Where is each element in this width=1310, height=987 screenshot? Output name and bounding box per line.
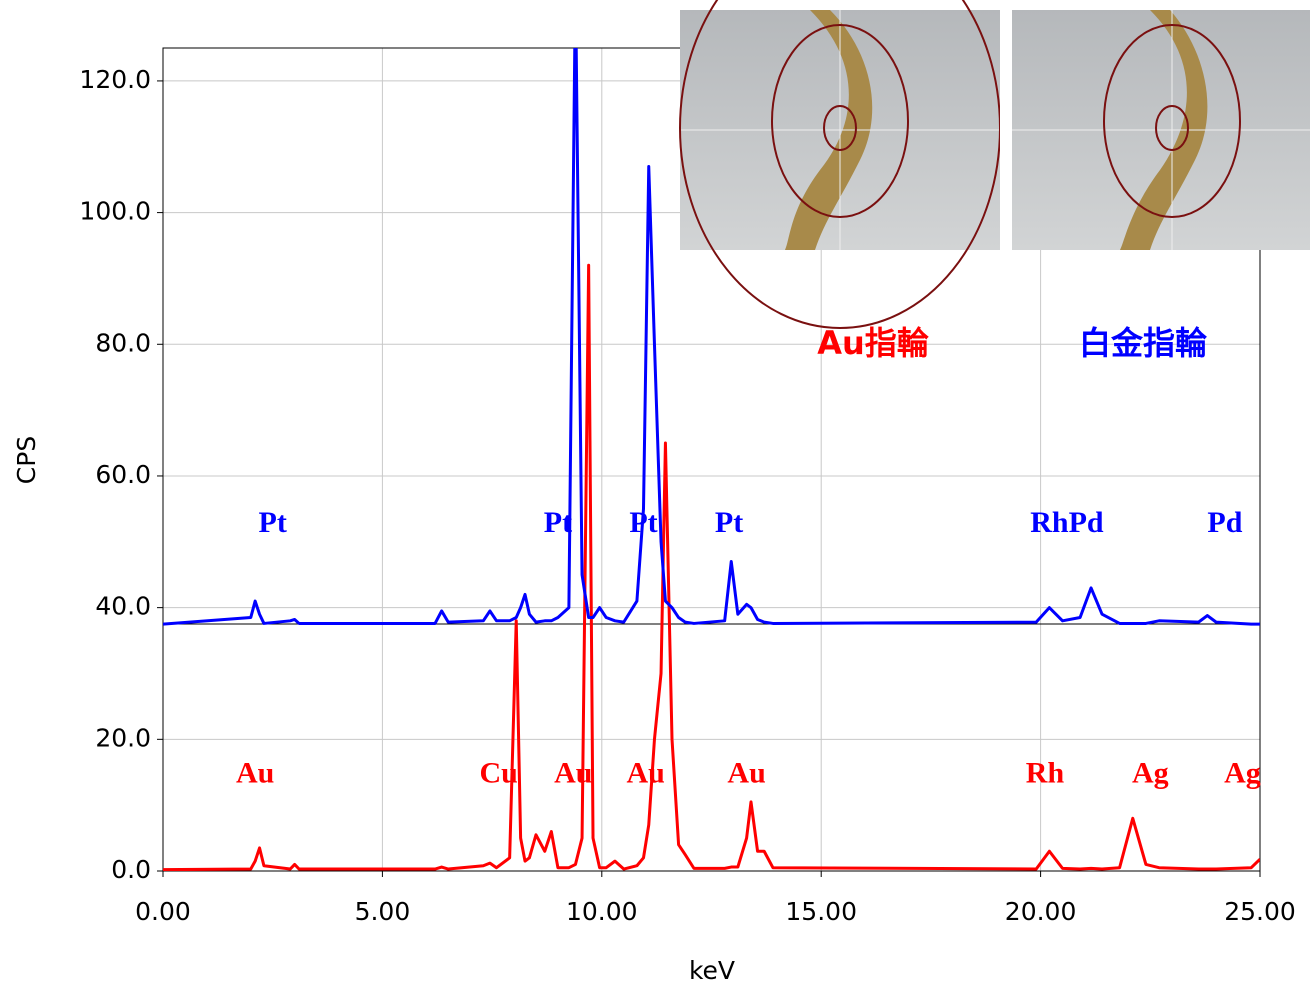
peak-label: Au	[236, 756, 274, 789]
peak-label: Pt	[544, 506, 572, 539]
inset-photo	[1012, 10, 1310, 250]
legend-label: Au指輪	[817, 324, 929, 362]
y-tick-label: 120.0	[79, 65, 151, 94]
y-tick-label: 80.0	[95, 328, 151, 357]
peak-label: Pt	[629, 506, 657, 539]
legend-label: 白金指輪	[1079, 324, 1207, 362]
x-tick-label: 20.00	[1005, 897, 1077, 926]
peak-label: Pd	[1207, 506, 1242, 539]
x-tick-label: 5.00	[355, 897, 411, 926]
inset-photo	[680, 0, 1000, 328]
peak-label: Au	[727, 756, 765, 789]
peak-label: Rh	[1026, 756, 1065, 789]
y-tick-label: 100.0	[79, 197, 151, 226]
x-axis-title: keV	[689, 956, 735, 985]
y-tick-label: 0.0	[111, 855, 151, 884]
peak-label: Cu	[480, 756, 518, 789]
peak-label: Pt	[259, 506, 287, 539]
peak-label: Pt	[715, 506, 743, 539]
peak-label: Au	[554, 756, 592, 789]
y-tick-label: 20.0	[95, 723, 151, 752]
y-tick-label: 40.0	[95, 592, 151, 621]
peak-label: Ag	[1132, 756, 1169, 789]
y-tick-label: 60.0	[95, 460, 151, 489]
peak-label: Au	[627, 756, 665, 789]
x-tick-label: 0.00	[135, 897, 191, 926]
x-tick-label: 25.00	[1224, 897, 1296, 926]
spectrum-line	[163, 263, 1260, 871]
x-tick-label: 15.00	[785, 897, 857, 926]
spectrum-line	[163, 48, 1260, 626]
y-axis-title: CPS	[12, 436, 41, 484]
x-tick-label: 10.00	[566, 897, 638, 926]
peak-label: Ag	[1224, 756, 1261, 789]
peak-label: RhPd	[1030, 506, 1104, 539]
